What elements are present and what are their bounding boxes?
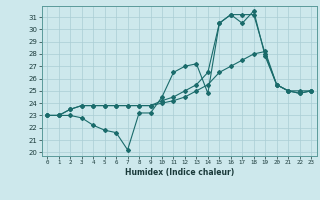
X-axis label: Humidex (Indice chaleur): Humidex (Indice chaleur)	[124, 168, 234, 177]
